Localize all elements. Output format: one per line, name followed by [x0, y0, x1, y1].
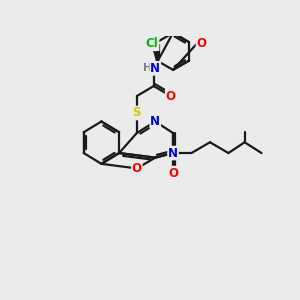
Text: H: H — [143, 63, 152, 73]
Text: O: O — [132, 162, 142, 175]
Text: N: N — [150, 62, 160, 75]
Text: O: O — [166, 90, 176, 103]
Text: S: S — [133, 106, 141, 119]
Text: N: N — [150, 115, 160, 128]
Text: O: O — [196, 37, 206, 50]
Text: N: N — [168, 146, 178, 160]
Text: O: O — [168, 167, 178, 180]
Text: Cl: Cl — [146, 37, 159, 50]
